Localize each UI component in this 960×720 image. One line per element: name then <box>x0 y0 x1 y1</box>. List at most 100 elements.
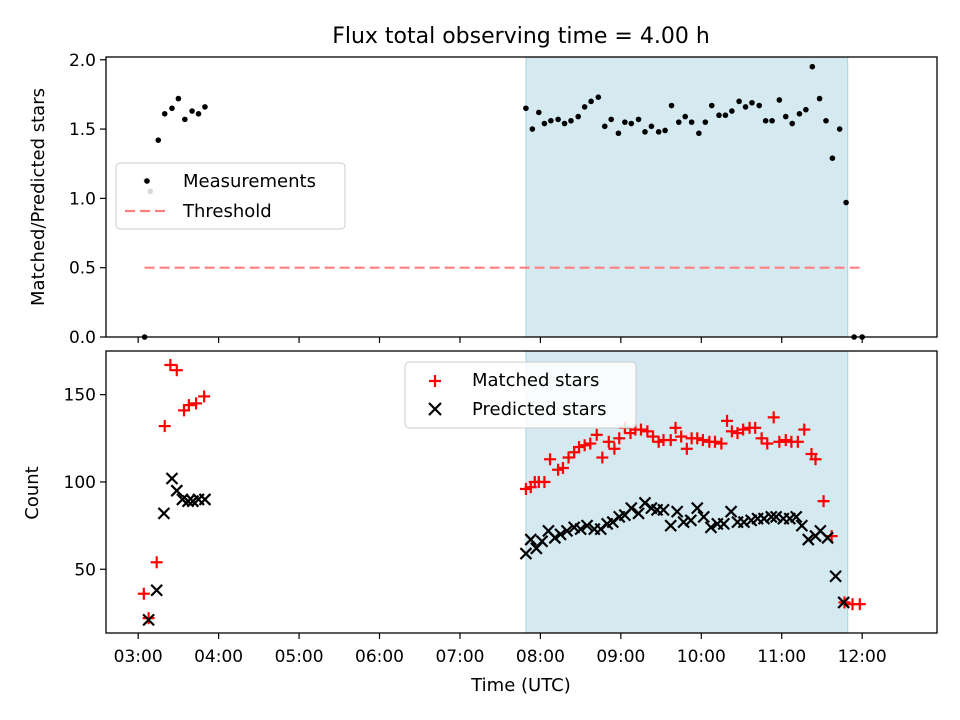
predicted-stars-series <box>142 472 850 627</box>
predicted-star-point <box>765 510 778 524</box>
predicted-star-point <box>657 503 670 517</box>
x-tick-label: 07:00 <box>435 647 484 667</box>
measurement-point <box>182 116 188 123</box>
measurement-point <box>189 108 195 114</box>
measurement-point <box>662 127 668 134</box>
predicted-star-point <box>554 528 567 541</box>
measurement-point <box>202 104 208 110</box>
matched-star-point <box>779 434 792 447</box>
x-tick-label: 04:00 <box>194 647 243 667</box>
predicted-star-point <box>829 569 842 583</box>
legend-predicted-marker <box>428 402 442 416</box>
matched-star-point <box>737 423 750 436</box>
measurement-point <box>742 104 749 110</box>
measurement-point <box>595 94 602 100</box>
measurement-point <box>195 111 202 117</box>
legend-measurements-label: Measurements <box>183 171 316 192</box>
matched-star-point <box>773 435 786 448</box>
matched-star-point <box>761 437 774 450</box>
figure-title: Flux total observing time = 4.00 h <box>332 24 710 49</box>
measurement-point <box>708 102 715 109</box>
matched-star-point <box>755 432 768 445</box>
matched-star-point <box>556 461 569 474</box>
matched-star-point <box>641 425 654 438</box>
x-tick-label: 12:00 <box>838 647 887 667</box>
predicted-star-point <box>181 494 195 508</box>
predicted-star-point <box>795 519 809 532</box>
bottom-legend-box <box>404 361 637 429</box>
matched-star-point <box>544 453 557 466</box>
measurement-point <box>608 116 614 123</box>
matched-star-point <box>767 411 780 424</box>
predicted-star-point <box>690 501 704 515</box>
measurement-point <box>816 95 823 102</box>
measurement-point <box>548 117 554 124</box>
measurement-point <box>716 112 722 119</box>
legend-measurements-marker <box>144 178 150 184</box>
measurement-point <box>762 117 769 124</box>
matched-star-point <box>664 434 677 447</box>
measurement-point <box>628 120 635 127</box>
measurement-point <box>769 117 775 124</box>
predicted-star-point <box>802 533 815 546</box>
measurement-point <box>722 112 729 119</box>
measurement-point <box>655 129 662 135</box>
measurement-point <box>161 111 168 117</box>
matched-star-point <box>817 495 830 508</box>
matched-star-point <box>647 430 660 443</box>
top-plot-frame <box>105 56 938 338</box>
measurement-point <box>776 97 783 103</box>
y-tick-label: 150 <box>64 386 96 406</box>
predicted-star-point <box>757 512 771 525</box>
measurement-point <box>823 117 829 124</box>
measurement-point <box>541 120 548 127</box>
predicted-star-point <box>697 510 710 524</box>
legend-matched-marker <box>429 375 441 387</box>
measurement-point <box>601 123 608 130</box>
matched-star-point <box>725 425 738 438</box>
predicted-star-point <box>524 533 538 546</box>
matched-star-point <box>602 435 615 448</box>
matched-star-point <box>164 358 177 371</box>
measurement-point <box>782 113 789 120</box>
predicted-star-point <box>789 510 803 524</box>
measurement-point <box>523 105 529 112</box>
measurement-point <box>702 119 709 125</box>
measurement-point <box>581 104 588 110</box>
predicted-star-point <box>670 505 684 518</box>
bottom-plot-frame <box>105 350 938 634</box>
x-tick-label: 05:00 <box>275 647 324 667</box>
matched-star-point <box>669 421 682 434</box>
predicted-star-point <box>165 472 179 485</box>
matched-star-point <box>158 420 171 433</box>
predicted-star-point <box>717 517 731 531</box>
matched-star-point <box>590 428 603 441</box>
matched-star-point <box>538 475 551 488</box>
matched-star-point <box>634 423 647 436</box>
predicted-star-point <box>737 515 751 529</box>
bottom-x-axis-ticks: 03:00 04:00 05:00 06:00 07:00 08:00 09:00 10:00… <box>114 633 887 667</box>
top-x-axis-ticks <box>137 337 863 343</box>
measurement-point <box>796 111 803 117</box>
x-tick-label: 08:00 <box>516 647 565 667</box>
predicted-star-point <box>535 535 549 548</box>
matched-star-point <box>749 421 762 434</box>
matched-star-point <box>608 442 621 455</box>
measurements-series <box>141 63 865 340</box>
measurement-point <box>675 119 682 125</box>
measurement-point <box>789 120 795 127</box>
matched-stars-series <box>137 358 866 625</box>
matched-star-point <box>853 598 866 611</box>
top-y-axis-label: Matched/Predicted stars <box>28 88 49 306</box>
predicted-star-point <box>684 514 698 527</box>
measurement-point <box>648 123 655 130</box>
predicted-star-point <box>664 519 678 532</box>
predicted-star-point <box>632 507 645 520</box>
measurement-point <box>736 98 742 105</box>
top-legend-box <box>115 162 346 230</box>
measurement-point <box>829 155 836 161</box>
matched-star-point <box>562 451 575 464</box>
matched-star-point <box>578 439 591 452</box>
